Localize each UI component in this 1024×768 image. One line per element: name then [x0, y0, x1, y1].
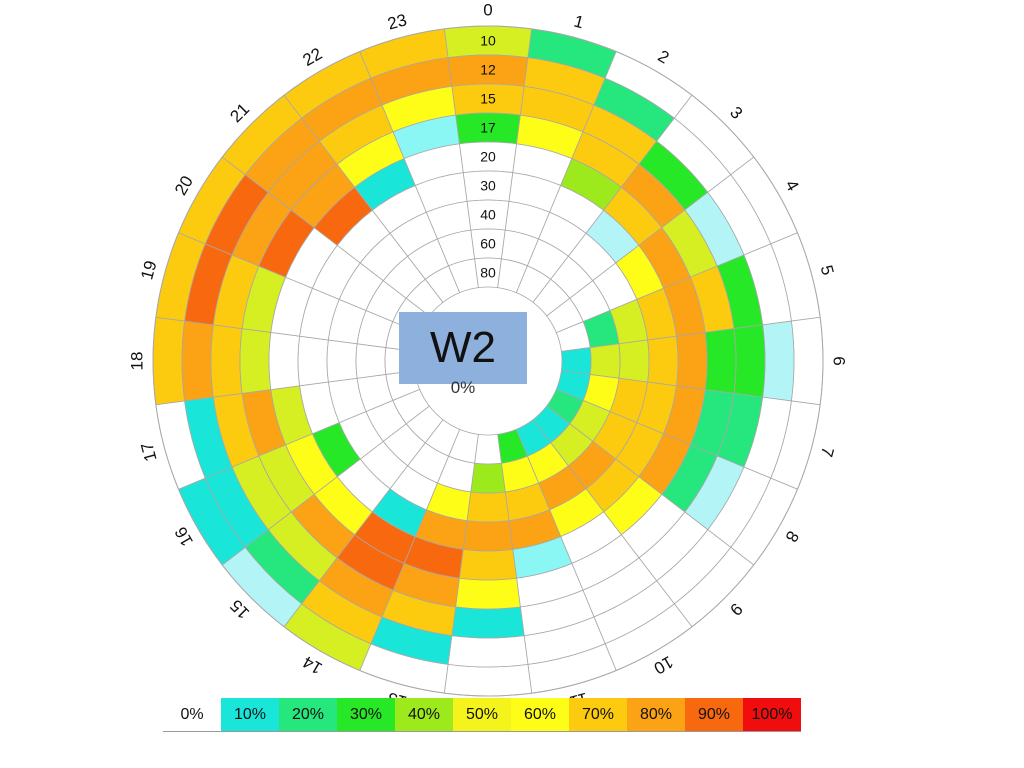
hour-tick-label: 3 [726, 103, 746, 123]
heatmap-cell [790, 316, 824, 406]
heatmap-cell [462, 520, 514, 552]
radial-tick-labels: 10 12 15 17 20 30 40 60 80 [480, 33, 496, 281]
radial-tick-label: 17 [480, 120, 496, 136]
heatmap-cell [704, 328, 737, 394]
hour-tick-label: 0 [483, 1, 492, 20]
hour-tick-label: 7 [817, 445, 838, 459]
heatmap-cell [647, 335, 679, 387]
radial-tick-label: 30 [480, 178, 496, 194]
heatmap-cell [560, 347, 592, 375]
hour-tick-label: 20 [171, 173, 197, 199]
legend-swatch: 30% [337, 698, 395, 731]
hour-tick-label: 16 [171, 524, 197, 550]
heatmap-cell [451, 606, 525, 639]
heatmap-cell [470, 462, 506, 494]
heatmap-cell [447, 635, 529, 668]
hour-tick-label: 17 [137, 440, 160, 463]
chart-title: W2 [430, 323, 496, 372]
center-value-label: 0% [450, 378, 476, 397]
radial-tick-label: 15 [480, 91, 496, 107]
hour-tick-label: 18 [128, 352, 147, 371]
heatmap-cell [443, 663, 533, 697]
hour-tick-label: 1 [572, 12, 586, 33]
color-scale-legend: 0% 10% 20% 30% 40% 50% 60% 70% 80% 90% 100% [163, 698, 801, 732]
hour-tick-label: 10 [651, 652, 677, 678]
heatmap-cell [181, 320, 214, 402]
heatmap-cell [268, 331, 301, 391]
hour-tick-label: 14 [300, 652, 326, 678]
heatmap-cell [589, 343, 621, 379]
hour-tick-label: 8 [781, 528, 802, 546]
legend-swatch: 60% [511, 698, 569, 731]
radial-tick-label: 40 [480, 207, 496, 223]
legend-swatch: 40% [395, 698, 453, 731]
legend-swatch: 100% [743, 698, 801, 731]
legend-swatch: 20% [279, 698, 337, 731]
heatmap-cell [297, 335, 329, 387]
radial-tick-label: 80 [480, 265, 496, 281]
heatmap-cell [762, 320, 795, 402]
outer-ring-outline [152, 25, 824, 697]
heatmap-cell [733, 324, 766, 398]
radial-tick-label: 60 [480, 236, 496, 252]
heatmap-cell [448, 258, 479, 294]
chart-title-box: W2 [399, 312, 527, 384]
legend-swatch: 90% [685, 698, 743, 731]
legend-swatch: 10% [221, 698, 279, 731]
radial-tick-label: 20 [480, 149, 496, 165]
hour-tick-label: 6 [830, 356, 849, 365]
heatmap-cell [239, 328, 272, 394]
legend-swatch: 50% [453, 698, 511, 731]
heatmap-cell [675, 331, 708, 391]
hour-tick-label: 9 [726, 599, 746, 619]
hour-tick-label: 2 [655, 46, 673, 67]
heatmap-cell [474, 433, 502, 465]
legend-swatch: 80% [627, 698, 685, 731]
heatmap-cell [618, 339, 650, 383]
legend-swatch: 0% [163, 698, 221, 731]
heatmap-cell [355, 343, 387, 379]
legend-swatch: 70% [569, 698, 627, 731]
hour-tick-label: 4 [781, 177, 802, 195]
hour-tick-label: 21 [226, 99, 253, 126]
hour-tick-label: 22 [300, 44, 326, 70]
radial-tick-label: 10 [480, 33, 496, 49]
sector-dividers [152, 25, 824, 697]
hour-tick-label: 5 [817, 263, 838, 277]
heatmap-cell [326, 339, 358, 383]
hour-tick-label: 15 [226, 596, 253, 623]
radial-tick-label: 12 [480, 62, 496, 78]
heatmap-cells [152, 25, 824, 697]
heatmap-cell [210, 324, 243, 398]
heatmap-cell [458, 548, 518, 581]
heatmap-cell [152, 316, 186, 406]
heatmap-cell [455, 577, 521, 610]
hour-tick-label: 19 [137, 259, 160, 282]
heatmap-cell [466, 491, 510, 523]
hour-tick-label: 23 [386, 10, 409, 33]
